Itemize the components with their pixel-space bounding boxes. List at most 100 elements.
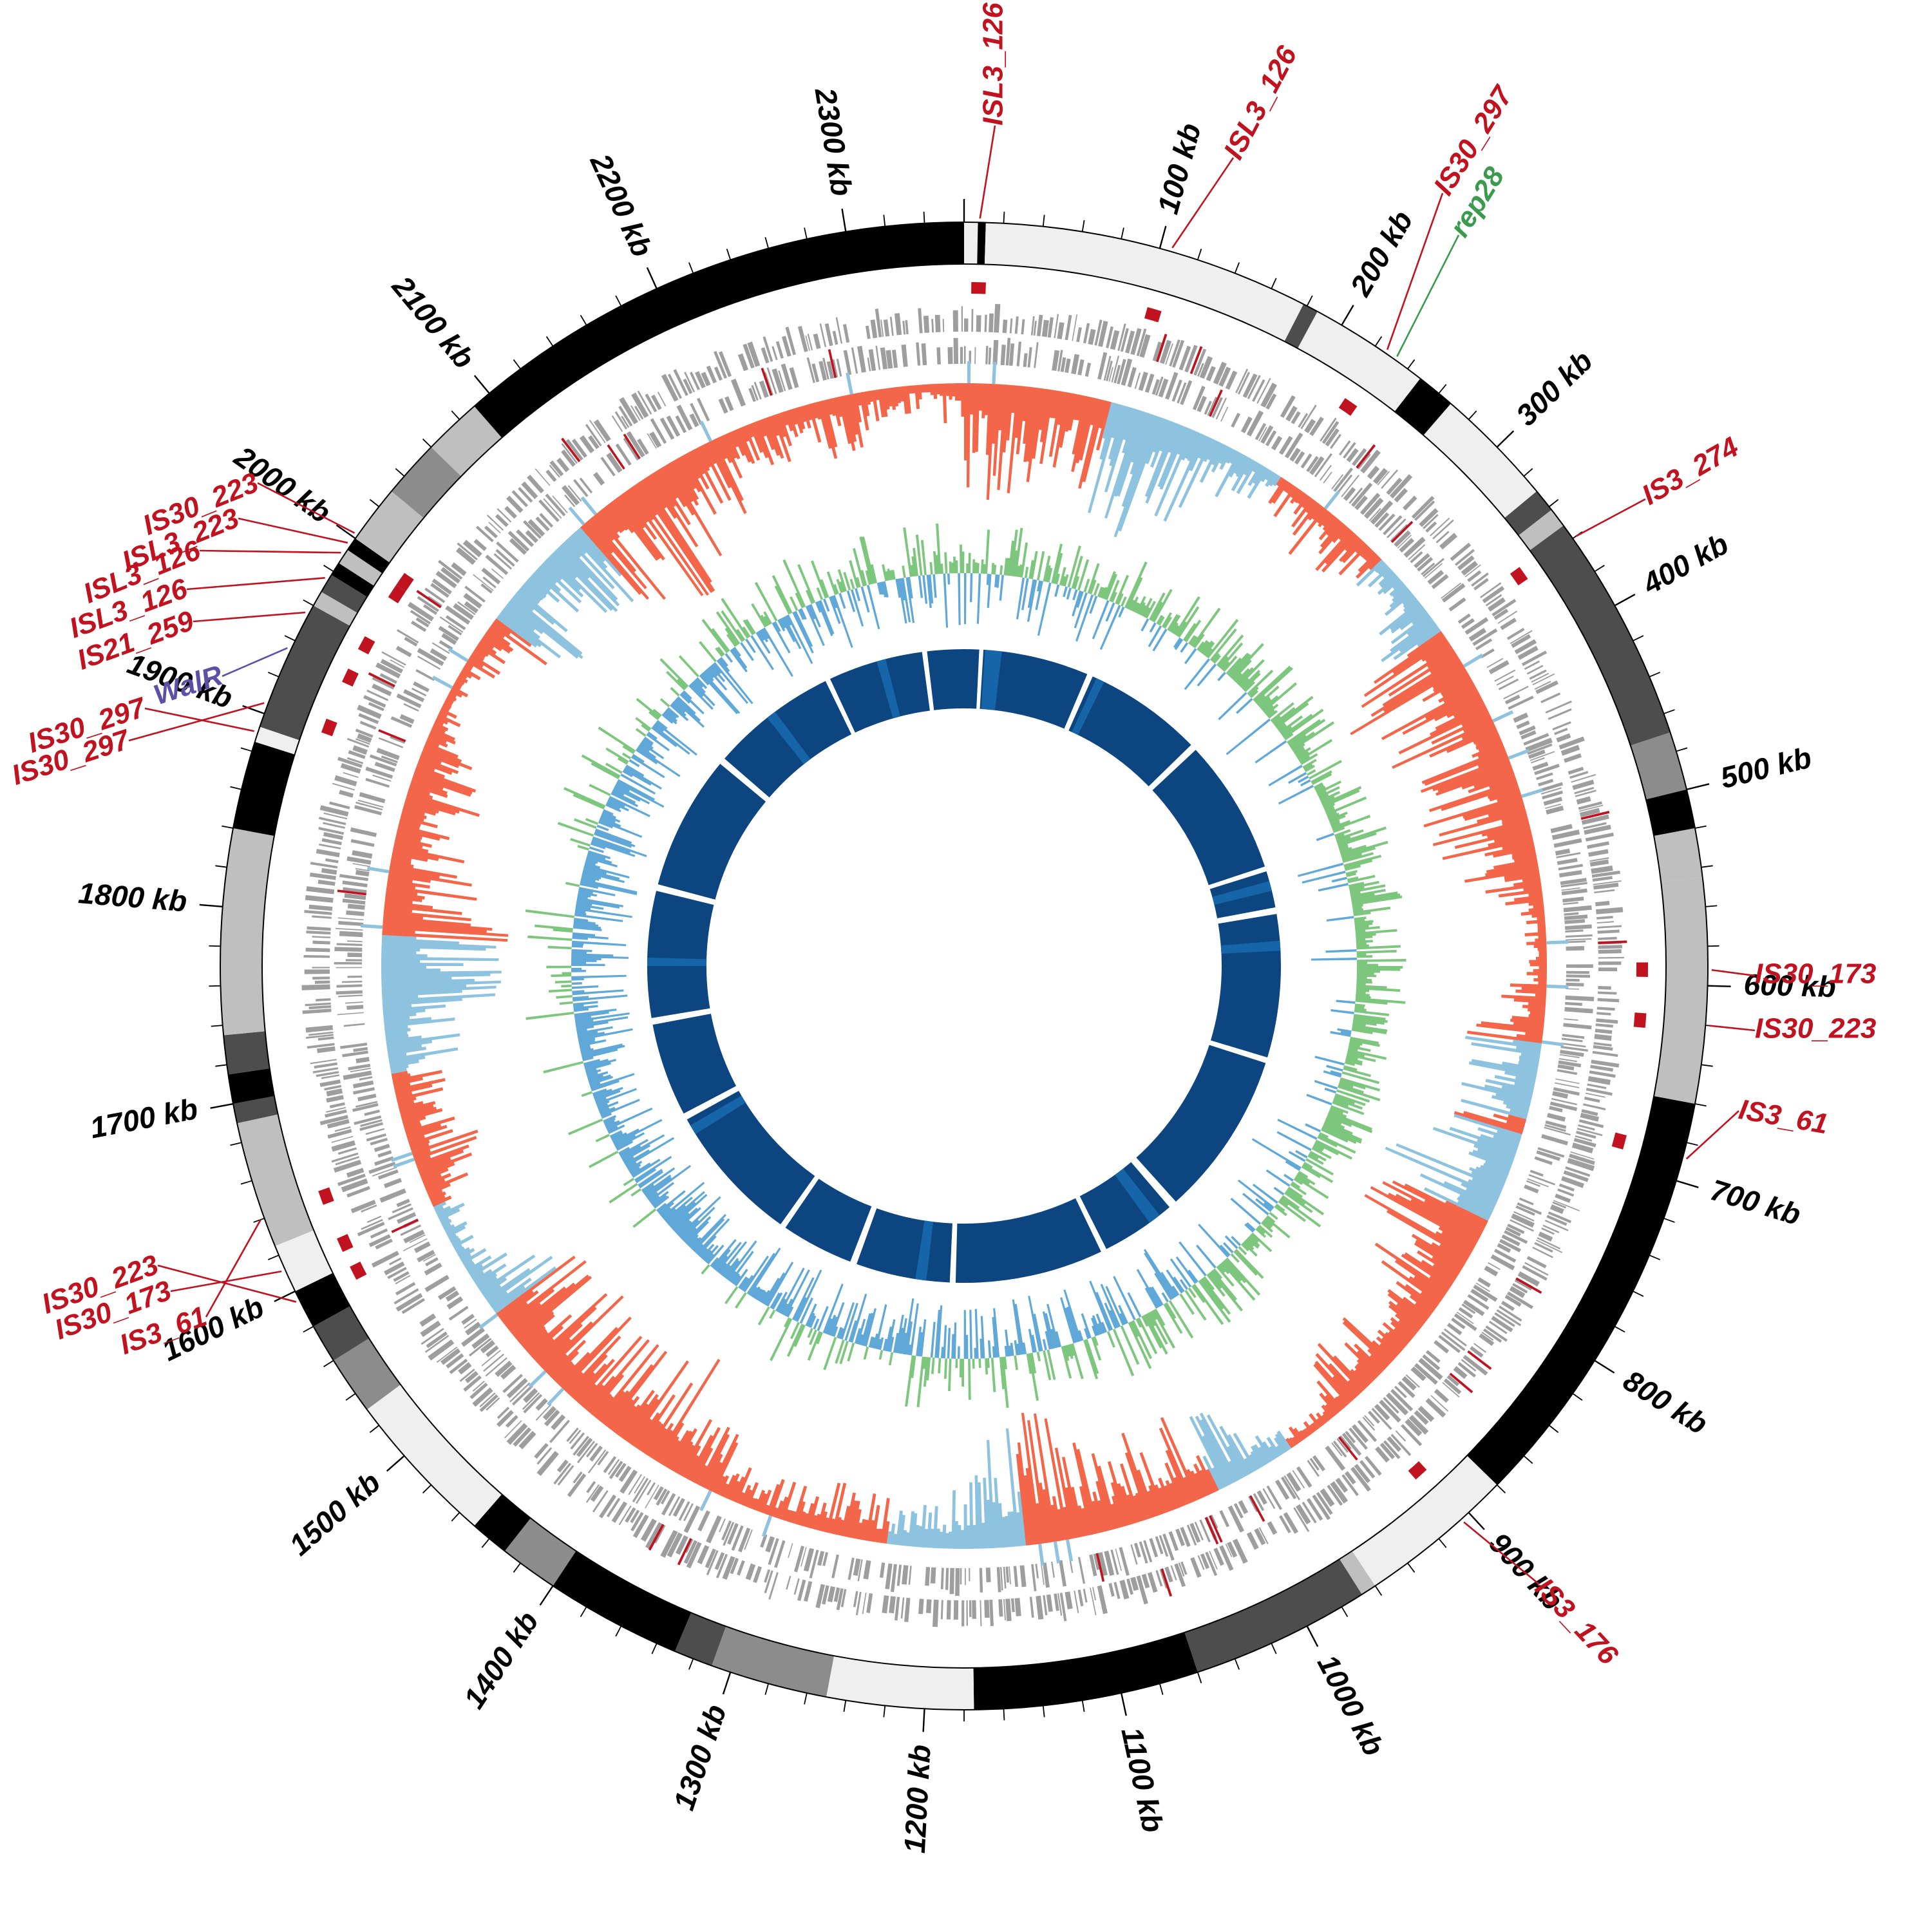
gc-skew-bar-positive (1249, 690, 1258, 699)
cds-feature (409, 1234, 426, 1244)
cds-feature (1117, 323, 1126, 351)
axis-tick-minor (1548, 498, 1559, 507)
gc-content-bar (1368, 557, 1382, 571)
feature-label[interactable]: IS3_274 (1636, 431, 1743, 511)
gc-content-bar (554, 1363, 575, 1384)
gc-content-bar (1411, 611, 1428, 625)
cds-feature (1320, 417, 1337, 442)
gc-skew-bar-negative (597, 1103, 609, 1110)
is-element-mark (1510, 567, 1528, 586)
gc-content-bar (1493, 1113, 1526, 1126)
feature-label[interactable]: ISL3_126 (1218, 41, 1303, 164)
feature-label[interactable]: IS30_173 (1755, 958, 1876, 990)
feature-label[interactable]: IS3_61 (1736, 1094, 1830, 1140)
gc-skew-bar-negative (836, 1327, 842, 1339)
gc-content-bar (1173, 1477, 1188, 1506)
gc-content-bar (1122, 408, 1139, 454)
gc-skew-bar-positive (1109, 580, 1120, 602)
gc-skew-bar-positive (742, 626, 751, 638)
gc-skew-bar-negative (1325, 949, 1357, 953)
cds-feature (1094, 319, 1103, 346)
feature-label[interactable]: IS3_176 (1529, 1572, 1624, 1671)
gc-content-bar (437, 714, 461, 728)
gc-skew-bar-positive (1063, 574, 1069, 587)
gc-content-bar (509, 1286, 567, 1334)
gc-skew-bar-negative (724, 653, 734, 663)
cds-feature (337, 1147, 357, 1155)
feature-label[interactable]: IS30_223 (1755, 1013, 1876, 1045)
gc-content-bar (1356, 559, 1385, 587)
cds-feature (354, 805, 383, 816)
gc-skew-bar-negative (907, 1344, 912, 1356)
gc-skew-bar-positive (1001, 1356, 1009, 1408)
gc-content-bar (395, 833, 421, 842)
gc-content-bar (877, 389, 885, 418)
gc-skew-bar-positive (1071, 556, 1083, 589)
cds-feature (1364, 1415, 1375, 1427)
gc-skew-bar-positive (1355, 999, 1388, 1005)
cds-feature (463, 1375, 482, 1392)
gc-skew-bar-negative (632, 753, 645, 763)
gc-content-bar (746, 1482, 759, 1508)
cds-feature (961, 306, 963, 332)
cds-feature-highlight (761, 367, 773, 396)
gc-skew-bar-negative (807, 1312, 815, 1327)
gc-skew-bar-negative (824, 1318, 833, 1334)
contig-block (355, 491, 424, 563)
gc-skew-bar-negative (846, 590, 856, 612)
gc-skew-bar-positive (526, 1011, 574, 1020)
gc-skew-bar-negative (580, 1045, 591, 1049)
gc-content-bar (784, 410, 794, 431)
gc-content-bar (1354, 1365, 1373, 1384)
gc-skew-bar-negative (581, 876, 596, 882)
axis-tick-minor (580, 314, 587, 326)
gc-content-bar (929, 1528, 934, 1548)
gc-content-bar (1307, 504, 1322, 521)
cds-feature (786, 1576, 791, 1590)
cds-feature (953, 1600, 959, 1620)
cds-feature (1256, 1490, 1267, 1505)
gc-skew-bar-positive (1333, 1097, 1363, 1110)
cds-feature (431, 642, 450, 654)
gc-content-bar (792, 1485, 808, 1524)
gc-skew-bar-negative (580, 880, 638, 896)
cds-feature (1551, 1097, 1577, 1106)
axis-tick-minor (1407, 359, 1416, 370)
gc-content-bar (1443, 1180, 1497, 1208)
cds-feature (945, 1567, 949, 1590)
gc-skew-bar-positive (1130, 1321, 1139, 1338)
gc-skew-bar-negative (629, 1166, 640, 1175)
cds-feature (819, 323, 827, 348)
cds-feature (1536, 772, 1553, 781)
gc-content-bar (1302, 1429, 1309, 1438)
gc-content-bar (383, 919, 493, 931)
gc-content-bar (781, 1481, 797, 1520)
gc-content-bar (1502, 1101, 1530, 1111)
gc-skew-bar-positive (1336, 829, 1364, 841)
gc-content-bar (606, 504, 629, 531)
cds-feature (479, 1394, 498, 1412)
gc-content-bar (1154, 429, 1194, 516)
cds-feature (1549, 1204, 1564, 1215)
gc-skew-bar-negative (719, 1241, 748, 1275)
gc-content-bar (1344, 1342, 1380, 1378)
gc-content-bar (772, 1507, 779, 1518)
cds-feature (1040, 1563, 1045, 1586)
feature-label[interactable]: ISL3_126 (978, 3, 1009, 126)
cds-feature (363, 695, 386, 708)
gc-content-bar (1148, 1485, 1162, 1516)
cds-feature (1405, 1419, 1423, 1437)
cds-feature (352, 850, 373, 859)
cds-feature (549, 464, 560, 478)
contig-block (1645, 789, 1696, 837)
gc-content-bar (427, 1182, 451, 1196)
gc-skew-bar-negative (588, 1074, 611, 1084)
gc-skew-bar-positive (1293, 746, 1305, 755)
gc-skew-bar-negative (1031, 1334, 1037, 1353)
gc-content-bar (448, 1233, 457, 1240)
cds-feature (436, 1347, 458, 1363)
gc-skew-bar-negative (928, 574, 934, 604)
gc-content-bar (1513, 1021, 1544, 1028)
cds-feature (1425, 521, 1437, 533)
gc-content-bar (1207, 440, 1220, 461)
